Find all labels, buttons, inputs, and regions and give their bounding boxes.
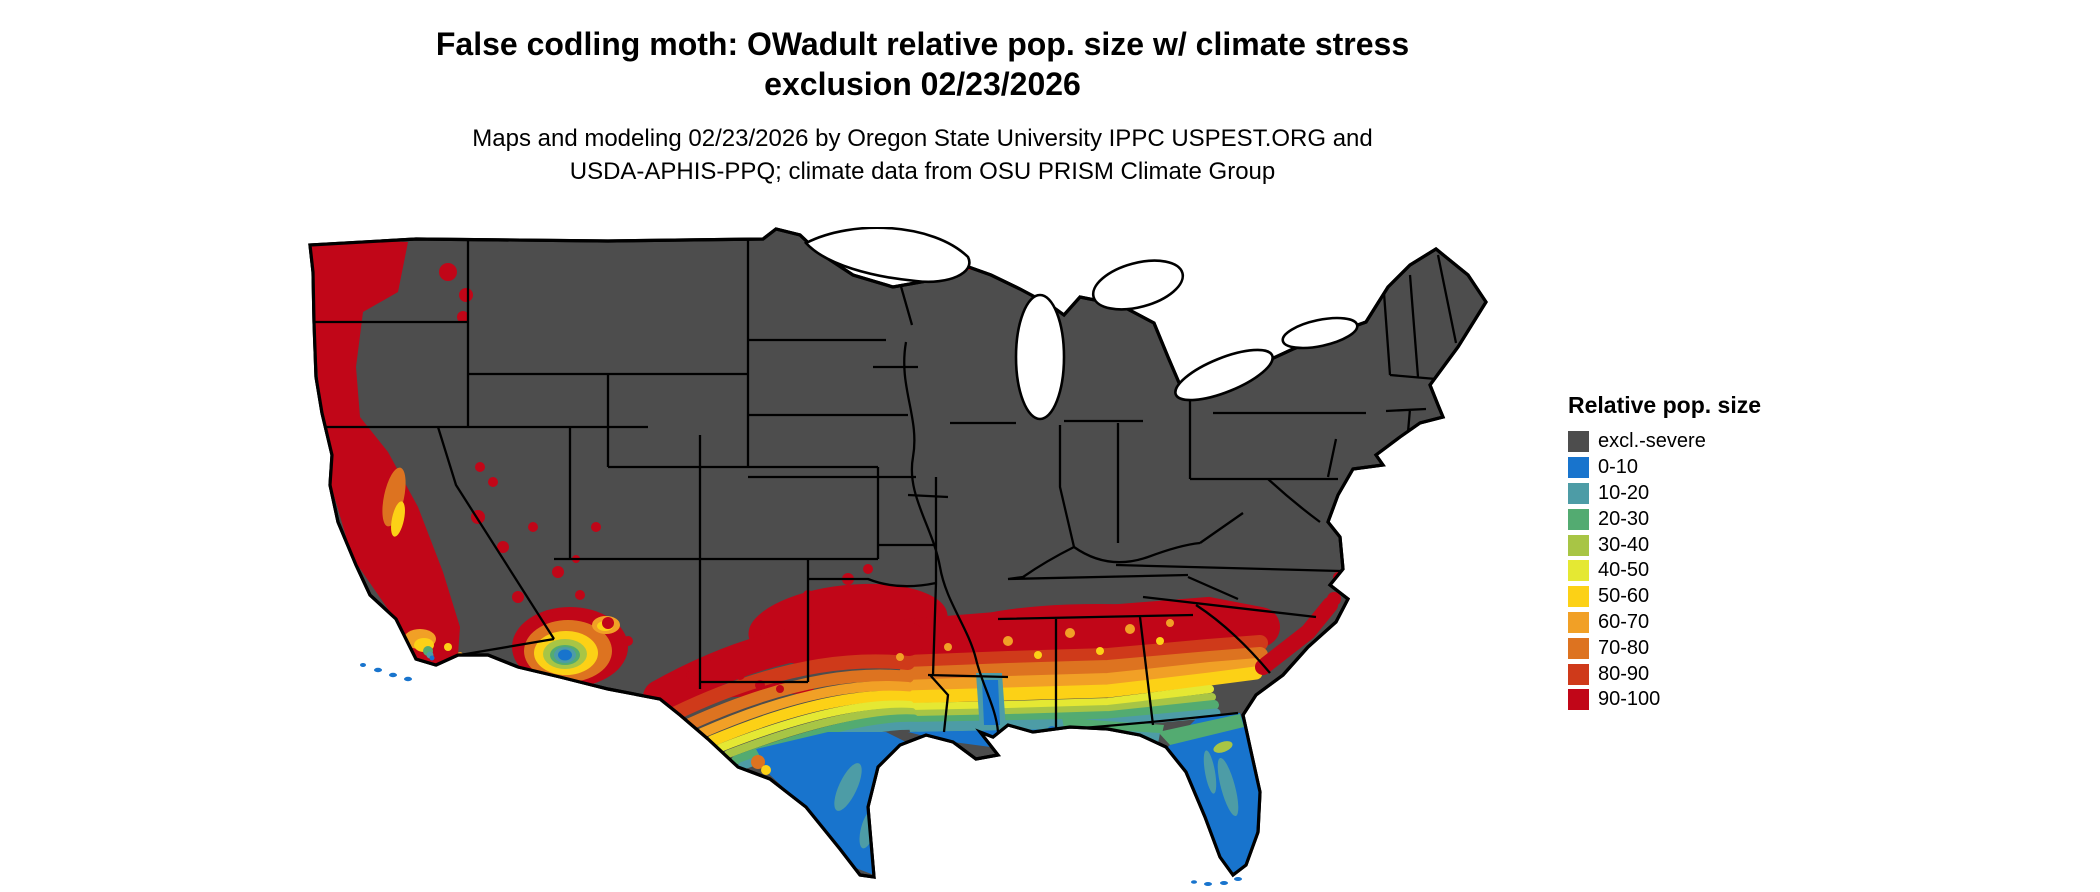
legend-item: excl.-severe	[1568, 429, 1761, 455]
us-map	[308, 226, 1488, 886]
channel-island	[374, 667, 382, 673]
legend-swatch	[1568, 663, 1589, 685]
state-borders	[310, 240, 1458, 733]
legend-swatch	[1568, 534, 1589, 556]
channel-island	[404, 676, 412, 682]
legend-label: 40-50	[1598, 559, 1650, 582]
legend-item: 80-90	[1568, 661, 1761, 687]
us-map-container	[308, 226, 1513, 889]
legend-swatch	[1568, 637, 1589, 659]
florida-key	[1191, 880, 1197, 884]
channel-island	[389, 672, 397, 678]
tx-arc-40	[716, 700, 914, 752]
band-50-60	[899, 666, 1263, 704]
legend-swatch	[1568, 431, 1589, 453]
bigbend-orange	[751, 755, 765, 769]
tx-teal-streak-1	[834, 763, 862, 811]
fl-teal-streak-1	[1217, 757, 1239, 817]
az-ring-blue	[558, 649, 572, 661]
legend-swatch	[1568, 560, 1589, 582]
legend-item: 40-50	[1568, 558, 1761, 584]
subtitle-line-2: USDA-APHIS-PPQ; climate data from OSU PR…	[569, 158, 1276, 185]
fl-yellowgreen-dash	[1213, 741, 1233, 753]
legend-swatch	[1568, 689, 1589, 711]
nc-cape-red	[1327, 592, 1341, 606]
pacific-red-zone	[310, 239, 460, 665]
legend-swatch	[1568, 482, 1589, 504]
risk-overlays	[310, 239, 1458, 875]
legend-label: 70-80	[1598, 636, 1650, 659]
great-lakes	[803, 226, 1359, 421]
band-90-100	[888, 596, 1280, 659]
legend-swatch	[1568, 611, 1589, 633]
legend-label: 90-100	[1598, 688, 1661, 711]
band-30-40	[906, 693, 1216, 718]
lake-huron	[1091, 259, 1185, 311]
legend-label: 20-30	[1598, 507, 1650, 530]
title-line-1: False codling moth: OWadult relative pop…	[435, 26, 1410, 62]
legend-item: 20-30	[1568, 506, 1761, 532]
florida-key	[1234, 877, 1242, 881]
tx-arc-70	[684, 669, 914, 730]
map-title: False codling moth: OWadult relative pop…	[0, 24, 1845, 104]
legend: Relative pop. size excl.-severe 0-10 10-20…	[1568, 392, 1761, 713]
legend-label: 80-90	[1598, 662, 1650, 685]
legend-label: 60-70	[1598, 610, 1650, 633]
band-40-50	[904, 685, 1214, 711]
florida-key	[1220, 881, 1228, 885]
socal-blue	[429, 655, 435, 661]
band-70-80	[898, 647, 1268, 683]
tx-arc-30	[724, 707, 916, 758]
lake-superior	[803, 226, 971, 284]
fl-teal-streak-2	[1203, 750, 1217, 794]
lake-michigan	[1014, 293, 1066, 421]
lake-ontario	[1281, 316, 1359, 350]
band-20-30	[909, 700, 1219, 726]
legend-item: 0-10	[1568, 455, 1761, 481]
title-line-2: exclusion 02/23/2026	[764, 66, 1081, 102]
legend-label: 50-60	[1598, 585, 1650, 608]
legend-item: 50-60	[1568, 584, 1761, 610]
legend-item: 60-70	[1568, 610, 1761, 636]
legend-title: Relative pop. size	[1568, 392, 1762, 418]
bigbend-yellow	[761, 765, 771, 775]
ca-valley-yellow	[391, 501, 405, 537]
legend-item: 30-40	[1568, 532, 1761, 558]
tx-arc-red	[643, 619, 925, 714]
map-subtitle: Maps and modeling 02/23/2026 by Oregon S…	[0, 122, 1845, 188]
channel-island	[360, 663, 366, 667]
west-red-speckles	[439, 263, 1127, 693]
legend-swatch	[1568, 457, 1589, 479]
southeast-speckles	[896, 619, 1174, 661]
legend-label: 30-40	[1598, 533, 1650, 556]
subtitle-line-1: Maps and modeling 02/23/2026 by Oregon S…	[472, 125, 1373, 152]
legend-item: 70-80	[1568, 635, 1761, 661]
legend-swatch	[1568, 508, 1589, 530]
tx-arc-60	[697, 680, 913, 738]
florida-key	[1204, 882, 1212, 886]
lake-erie	[1174, 348, 1274, 402]
tx-arc-50	[706, 690, 916, 747]
legend-items: excl.-severe 0-10 10-20 20-30 30-40 40-50 50-6…	[1568, 429, 1761, 713]
legend-swatch	[1568, 586, 1589, 608]
florida-green-top	[1158, 714, 1244, 745]
legend-label: excl.-severe	[1598, 430, 1706, 453]
legend-item: 10-20	[1568, 481, 1761, 507]
islands	[360, 663, 1242, 886]
tx-arc-80	[669, 654, 915, 720]
legend-item: 90-100	[1568, 687, 1761, 713]
band-80-90	[898, 635, 1268, 671]
legend-label: 10-20	[1598, 481, 1650, 504]
legend-label: 0-10	[1598, 456, 1639, 479]
sc-coast-red	[1255, 597, 1338, 675]
south-texas-blue	[756, 732, 906, 875]
band-60-70	[900, 658, 1264, 692]
socal-yellow-dot	[444, 643, 452, 651]
